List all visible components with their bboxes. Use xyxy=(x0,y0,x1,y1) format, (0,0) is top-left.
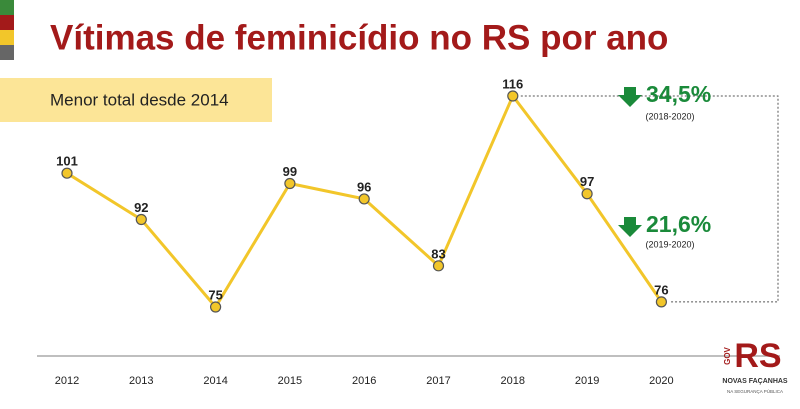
logo: GOV RS NOVAS FAÇANHAS NA SEGURANÇA PÚBLI… xyxy=(722,337,788,394)
marker xyxy=(135,213,147,226)
x-tick-label: 2020 xyxy=(649,375,673,387)
bracket xyxy=(520,95,779,303)
x-tick-label: 2017 xyxy=(426,375,450,387)
chart-title: Vítimas de feminicídio no RS por ano xyxy=(50,18,668,57)
x-tick-label: 2019 xyxy=(575,375,599,387)
stripe xyxy=(0,30,14,45)
x-tick-label: 2014 xyxy=(203,375,227,387)
marker xyxy=(655,296,668,308)
data-label: 75 xyxy=(208,287,222,302)
x-tick-label: 2018 xyxy=(501,375,525,387)
marker xyxy=(210,301,222,313)
arrow-down xyxy=(618,217,642,237)
x-tick-label: 2016 xyxy=(352,375,376,387)
data-label: 76 xyxy=(654,282,668,297)
subtitle-box xyxy=(0,78,272,122)
annotation-note: (2019-2020) xyxy=(645,239,694,249)
x-tick-label: 2013 xyxy=(129,375,153,387)
data-label: 97 xyxy=(580,174,594,189)
stripe xyxy=(0,15,14,30)
data-label: 99 xyxy=(283,164,297,179)
data-label: 101 xyxy=(56,154,78,169)
x-tick-label: 2012 xyxy=(55,375,79,387)
data-label: 92 xyxy=(134,200,148,215)
data-label: 116 xyxy=(502,76,523,91)
marker xyxy=(358,193,370,205)
marker xyxy=(581,188,593,200)
marker xyxy=(61,167,73,179)
marker xyxy=(284,177,296,190)
x-tick-label: 2015 xyxy=(278,375,302,387)
marker xyxy=(432,260,445,272)
logo-brand: RS xyxy=(734,337,781,375)
data-label: 83 xyxy=(431,246,445,261)
annotation-note: (2018-2020) xyxy=(645,111,694,121)
logo-gov: GOV xyxy=(723,346,732,364)
data-label: 96 xyxy=(357,179,371,194)
stripe xyxy=(0,45,14,60)
stripe xyxy=(0,0,14,15)
arrow-down xyxy=(618,87,642,107)
marker xyxy=(507,90,519,102)
logo-sub: NA SEGURANÇA PÚBLICA xyxy=(727,388,783,394)
subtitle: Menor total desde 2014 xyxy=(50,90,229,109)
annotation: 34,5% xyxy=(646,81,711,107)
annotation: 21,6% xyxy=(646,211,711,237)
logo-tagline: NOVAS FAÇANHAS xyxy=(722,378,788,385)
